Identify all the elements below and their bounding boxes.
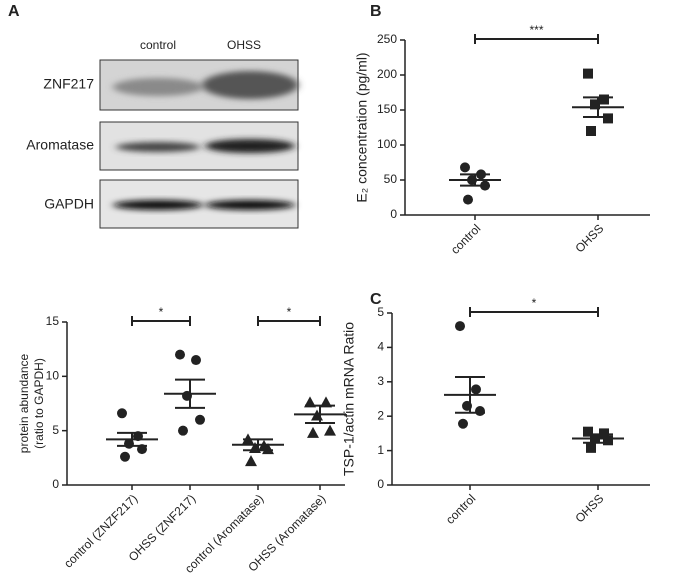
x-tick-label: OHSS bbox=[572, 221, 606, 255]
band bbox=[202, 71, 298, 99]
y-tick-label: 250 bbox=[377, 32, 397, 46]
x-tick-label: control (ZNZF217) bbox=[61, 491, 140, 570]
data-point bbox=[583, 68, 593, 79]
data-point bbox=[307, 426, 319, 438]
significance-bracket bbox=[474, 34, 599, 44]
y-tick-label: 15 bbox=[46, 314, 60, 328]
data-point bbox=[175, 349, 185, 360]
y-tick-label: 150 bbox=[377, 102, 397, 116]
y-tick-label: 10 bbox=[46, 369, 60, 383]
data-point bbox=[262, 443, 274, 455]
significance-label: * bbox=[159, 305, 164, 319]
row-label: Aromatase bbox=[26, 137, 94, 153]
data-point bbox=[460, 162, 470, 173]
data-point bbox=[245, 455, 257, 467]
y-tick-label: 200 bbox=[377, 67, 397, 81]
x-tick-label: control bbox=[448, 221, 483, 256]
data-point bbox=[458, 418, 468, 429]
lane-label: control bbox=[140, 38, 176, 52]
data-point bbox=[304, 396, 316, 408]
data-point bbox=[320, 396, 332, 408]
significance-label: * bbox=[287, 305, 292, 319]
data-point bbox=[603, 113, 613, 124]
x-tick-label: OHSS bbox=[572, 491, 606, 525]
y-tick-label: 3 bbox=[377, 374, 384, 388]
band bbox=[113, 200, 203, 210]
y-tick-label: 100 bbox=[377, 137, 397, 151]
data-point bbox=[120, 451, 130, 462]
data-point bbox=[455, 321, 465, 332]
data-point bbox=[195, 414, 205, 425]
y-axis-label: protein abundance bbox=[17, 353, 31, 453]
data-point bbox=[586, 126, 596, 136]
data-point bbox=[586, 442, 596, 453]
significance-bracket bbox=[257, 316, 321, 326]
row-label: GAPDH bbox=[44, 196, 94, 212]
y-tick-label: 5 bbox=[377, 305, 384, 319]
significance-bracket bbox=[131, 316, 191, 326]
significance-bracket bbox=[469, 307, 599, 317]
y-tick-label: 5 bbox=[52, 423, 59, 437]
y-tick-label: 0 bbox=[52, 477, 59, 491]
y-tick-label: 50 bbox=[384, 172, 398, 186]
y-tick-label: 0 bbox=[377, 477, 384, 491]
data-point bbox=[475, 406, 485, 417]
band bbox=[205, 200, 295, 210]
x-tick-label: control bbox=[443, 491, 478, 526]
band bbox=[205, 139, 295, 153]
y-tick-label: 1 bbox=[377, 443, 384, 457]
data-point bbox=[471, 384, 481, 395]
data-point bbox=[599, 428, 609, 439]
y-axis-label: (ratio to GAPDH) bbox=[32, 358, 46, 449]
panel-letter: A bbox=[8, 3, 20, 20]
y-tick-label: 4 bbox=[377, 340, 384, 354]
y-tick-label: 0 bbox=[390, 207, 397, 221]
panel-letter: B bbox=[370, 3, 382, 20]
data-point bbox=[191, 355, 201, 366]
row-label: ZNF217 bbox=[43, 76, 94, 92]
data-point bbox=[178, 425, 188, 436]
blot bbox=[99, 59, 299, 229]
y-tick-label: 2 bbox=[377, 408, 384, 422]
data-point bbox=[583, 426, 593, 437]
data-point bbox=[590, 99, 600, 110]
band bbox=[116, 142, 200, 152]
lane-label: OHSS bbox=[227, 38, 261, 52]
band bbox=[113, 78, 203, 96]
data-point bbox=[463, 194, 473, 205]
significance-label: * bbox=[532, 296, 537, 310]
data-point bbox=[324, 424, 336, 436]
data-point bbox=[599, 94, 609, 105]
data-point bbox=[117, 408, 127, 419]
data-point bbox=[603, 435, 613, 446]
panel-letter: C bbox=[370, 291, 382, 308]
y-axis-label: E₂ concentration (pg/ml) bbox=[354, 52, 370, 202]
significance-label: *** bbox=[529, 23, 543, 37]
y-axis-label: TSP-1/actin mRNA Ratio bbox=[341, 322, 357, 476]
